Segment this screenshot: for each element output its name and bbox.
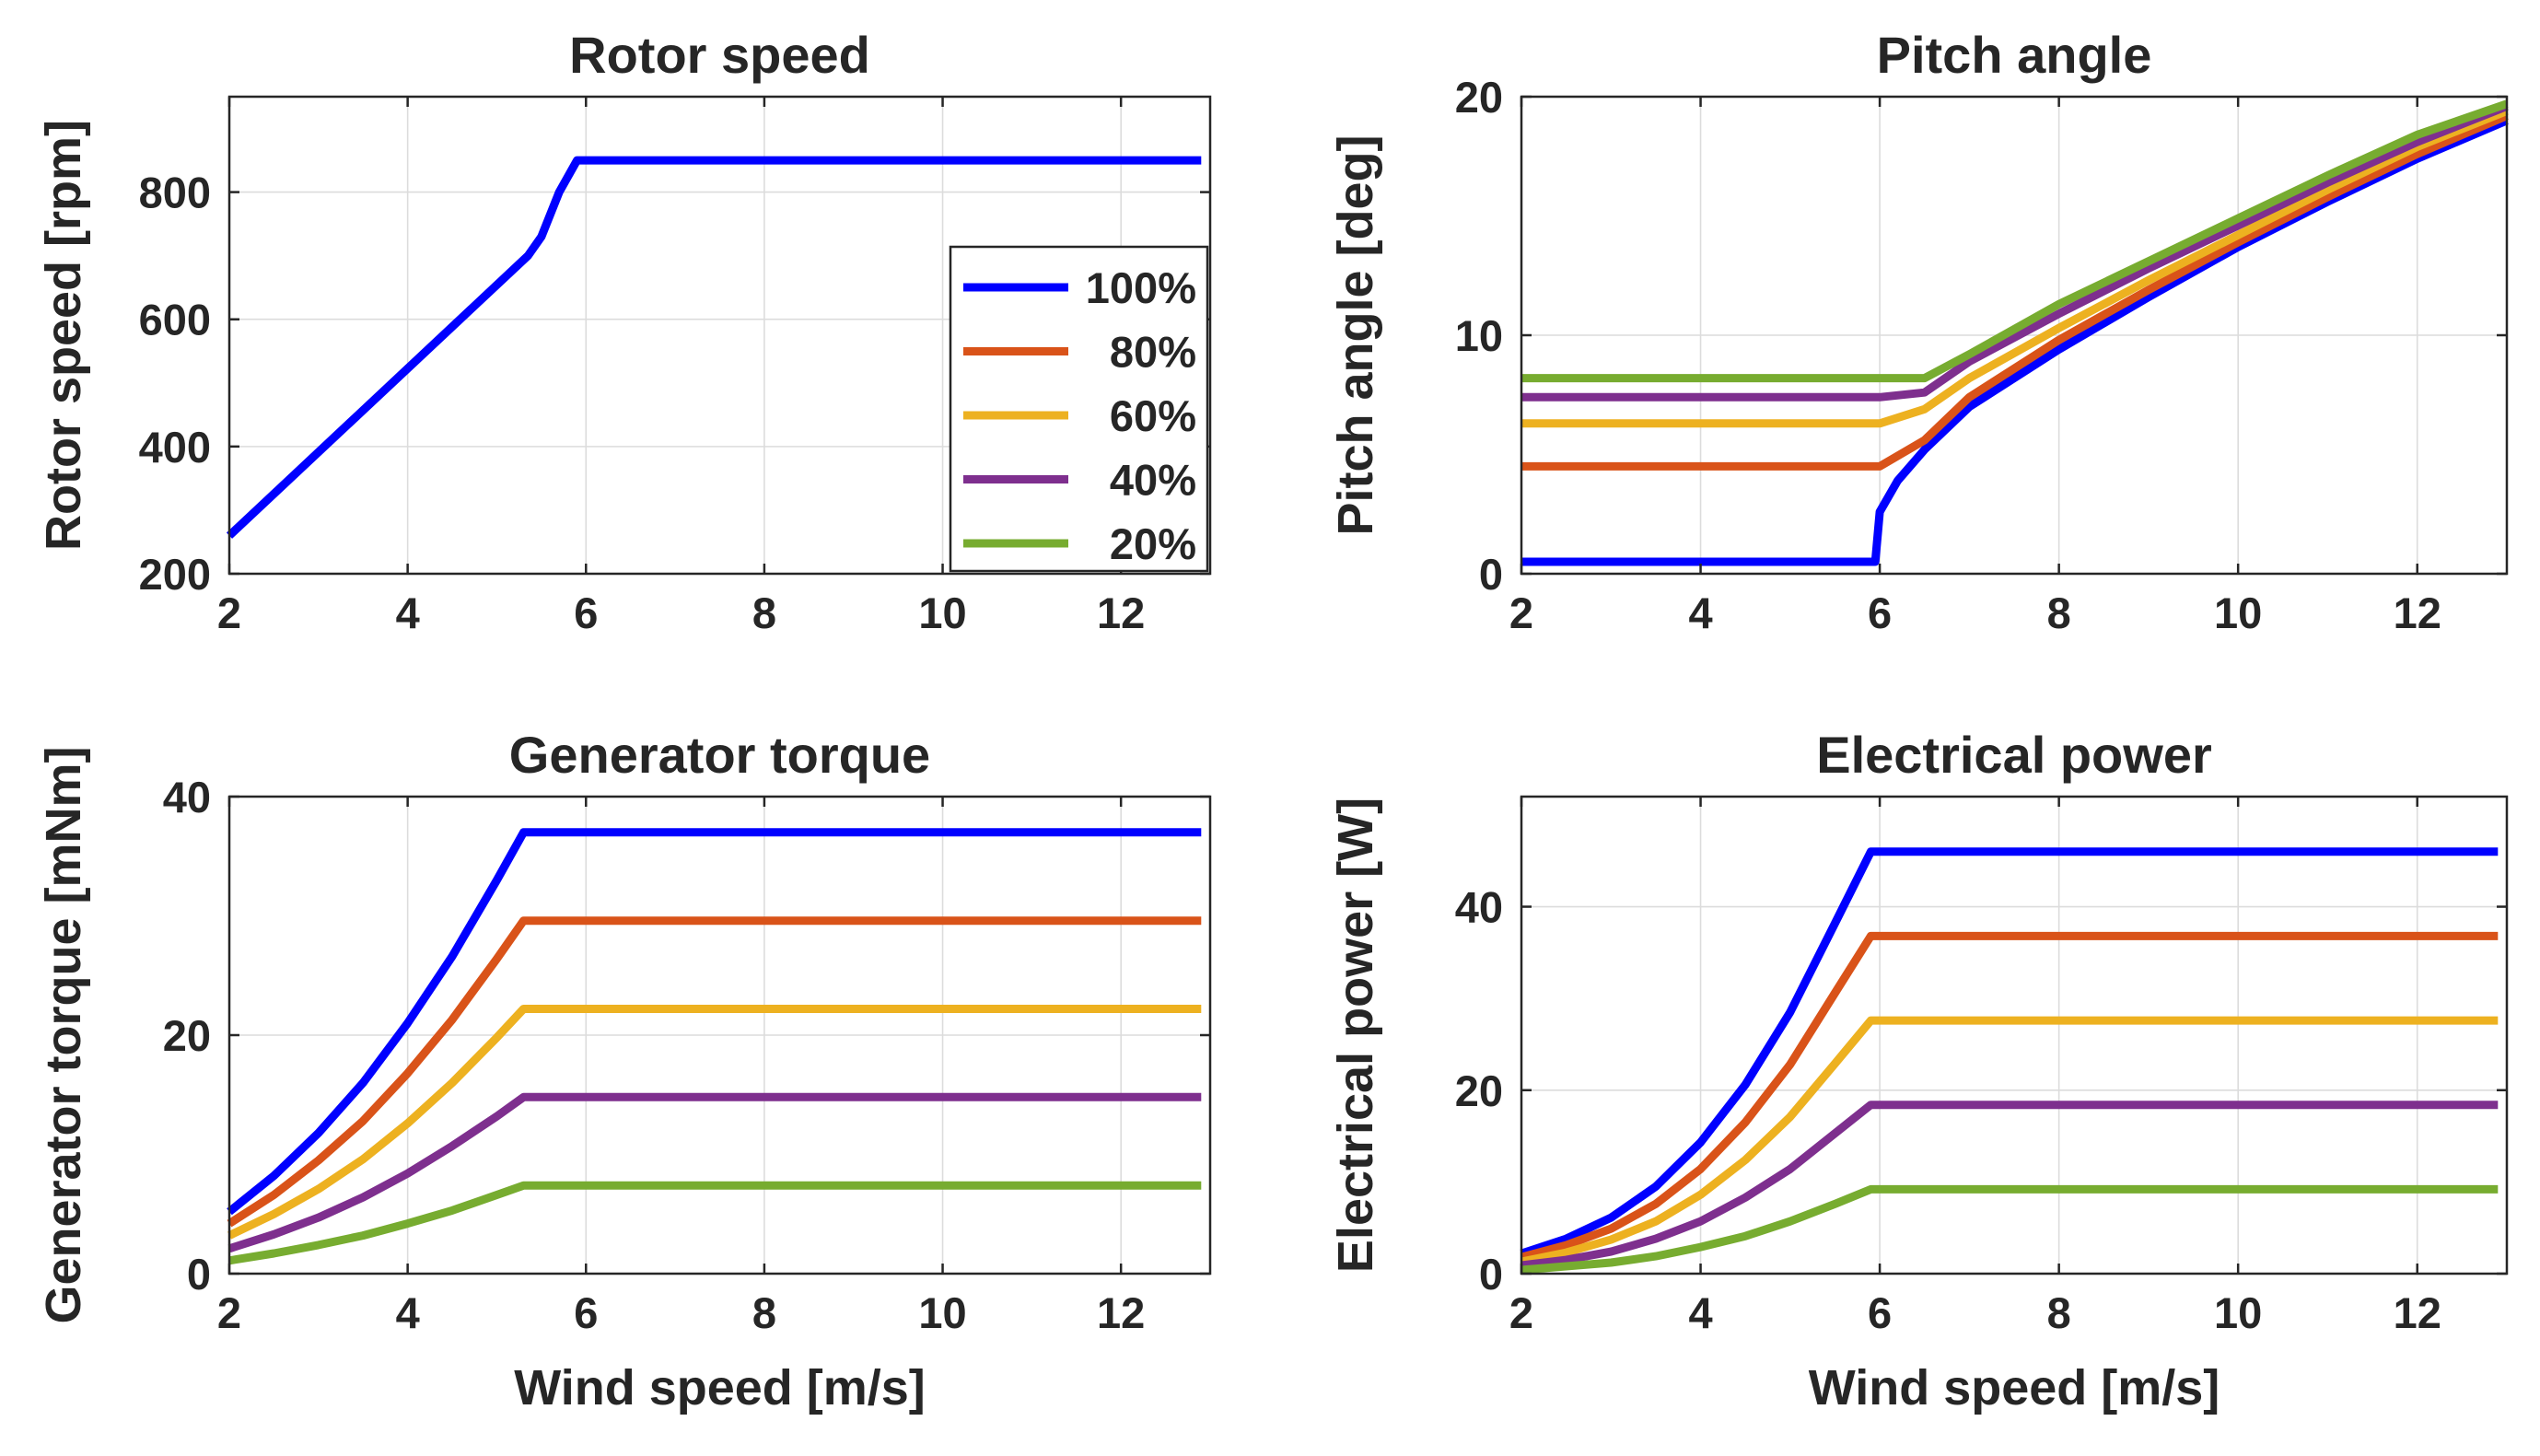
x-tick-label: 2 [217, 1288, 241, 1337]
y-tick-label: 600 [139, 296, 211, 344]
x-tick-label: 2 [1509, 1288, 1533, 1337]
y-tick-label: 20 [163, 1011, 211, 1060]
x-tick-label: 2 [1509, 588, 1533, 637]
y-tick-label: 800 [139, 169, 211, 217]
x-tick-label: 12 [1097, 588, 1145, 637]
series-line-20 [1521, 99, 2509, 383]
x-tick-label: 6 [1868, 1288, 1892, 1337]
y-tick-label: 10 [1455, 311, 1503, 360]
axes-box [227, 95, 1212, 576]
x-tick-label: 10 [918, 588, 966, 637]
chart-title: Electrical power [1816, 726, 2212, 784]
legend-label: 100% [1086, 263, 1196, 312]
x-tick-label: 6 [1868, 588, 1892, 637]
x-tick-label: 10 [2214, 1288, 2262, 1337]
x-tick-label: 4 [1688, 588, 1712, 637]
x-tick-label: 8 [752, 1288, 776, 1337]
y-tick-label: 0 [1479, 1250, 1503, 1299]
chart-title: Generator torque [509, 726, 930, 784]
chart-rotor-speed: 2 4 6 8 10 12 200 400 600 800 Rotor speed Rotor spe… [36, 26, 1212, 637]
x-tick-label: 8 [2047, 588, 2071, 637]
y-axis-label: Electrical power [W] [1328, 798, 1383, 1273]
x-axis-label: Wind speed [m/s] [1809, 1360, 2220, 1415]
series-line-100 [1521, 116, 2509, 566]
x-tick-label: 6 [574, 588, 598, 637]
series-line-80 [227, 916, 1202, 1228]
x-tick-label: 12 [2394, 588, 2441, 637]
x-tick-label: 10 [918, 1288, 966, 1337]
y-tick-label: 0 [1479, 550, 1503, 599]
series-line-80 [1520, 931, 2499, 1262]
axes-box [1520, 795, 2509, 1275]
series-line-60 [227, 1005, 1202, 1240]
legend-box [949, 245, 1209, 573]
y-tick-label: 40 [163, 773, 211, 821]
chart-title: Pitch angle [1877, 26, 2152, 84]
series-line-40 [227, 1092, 1202, 1253]
series-line-100 [227, 828, 1202, 1216]
series-line-60 [1521, 1016, 2499, 1266]
y-tick-label: 20 [1455, 73, 1503, 122]
x-tick-label: 4 [396, 588, 420, 637]
y-tick-label: 0 [187, 1250, 211, 1299]
series-line-80 [1521, 111, 2509, 471]
x-tick-label: 8 [752, 588, 776, 637]
y-tick-label: 200 [139, 550, 211, 599]
series-line-100 [226, 156, 1202, 539]
x-tick-label: 6 [574, 1288, 598, 1337]
x-tick-label: 12 [2394, 1288, 2441, 1337]
x-tick-label: 10 [2214, 588, 2262, 637]
series-line-100 [1520, 847, 2499, 1258]
legend-label: 60% [1110, 391, 1196, 440]
series-line-20 [1521, 1184, 2499, 1275]
x-tick-label: 12 [1097, 1288, 1145, 1337]
x-axis-label: Wind speed [m/s] [514, 1360, 926, 1415]
legend-label: 20% [1110, 519, 1196, 568]
x-tick-label: 4 [1688, 1288, 1712, 1337]
plot-area [1521, 797, 2507, 1274]
y-tick-label: 40 [1455, 883, 1503, 932]
x-tick-label: 2 [217, 588, 241, 637]
series-line-20 [228, 1181, 1202, 1265]
x-tick-label: 8 [2047, 1288, 2071, 1337]
x-tick-label: 4 [396, 1288, 420, 1337]
chart-pitch-angle: 2 4 6 8 10 12 0 10 20 Pitch angle Pitch angle [deg… [1328, 26, 2509, 637]
chart-generator-torque: 2 4 6 8 10 12 0 20 40 Generator torque Generator t… [36, 726, 1212, 1415]
y-axis-label: Generator torque [mNm] [36, 746, 91, 1323]
series-line-40 [1521, 1101, 2499, 1270]
legend-label: 40% [1110, 456, 1196, 505]
y-axis-label: Rotor speed [rpm] [36, 120, 91, 551]
y-tick-label: 20 [1455, 1066, 1503, 1115]
legend-label: 80% [1110, 328, 1196, 377]
chart-title: Rotor speed [569, 26, 870, 84]
legend: 100% 80% 60% 40% 20% [949, 245, 1209, 573]
y-axis-label: Pitch angle [deg] [1328, 134, 1383, 535]
series-line-40 [1521, 102, 2509, 402]
series-line-60 [1521, 107, 2509, 428]
chart-electrical-power: 2 4 6 8 10 12 0 20 40 Electrical power Electrical … [1328, 726, 2509, 1415]
y-tick-label: 400 [139, 423, 211, 472]
